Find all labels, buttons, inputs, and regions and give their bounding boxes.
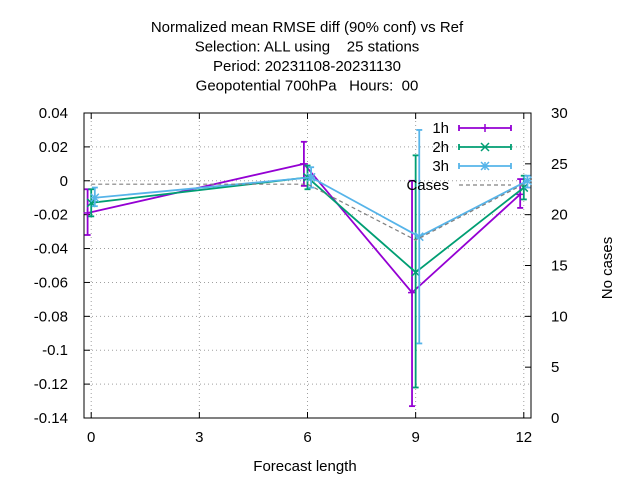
- chart-title-line: Selection: ALL using 25 stations: [195, 39, 420, 56]
- legend-label: Cases: [406, 177, 449, 194]
- y2-tick-label: 10: [551, 308, 568, 325]
- legend-entry-3h: 3h: [432, 158, 512, 175]
- series-line: [94, 176, 528, 238]
- data-point: [90, 193, 100, 203]
- legend-entry-cases: Cases: [406, 177, 511, 194]
- y2-axis-label: No cases: [599, 237, 616, 300]
- chart-title-line: Period: 20231108-20231130: [213, 58, 401, 75]
- y-tick-label: -0.08: [34, 308, 68, 325]
- y2-tick-label: 25: [551, 156, 568, 173]
- legend: 1h 2h 3h Cases: [406, 120, 512, 194]
- y2-tick-label: 5: [551, 359, 559, 376]
- legend-label: 2h: [432, 139, 449, 156]
- y2-axis: 30 25 20 15 10 5 0: [525, 105, 568, 427]
- x-tick-label: 0: [87, 429, 95, 446]
- legend-label: 1h: [432, 120, 449, 137]
- y-tick-label: -0.06: [34, 274, 68, 291]
- x-tick-label: 3: [195, 429, 203, 446]
- x-axis-label: Forecast length: [253, 458, 356, 475]
- y-tick-label: -0.02: [34, 207, 68, 224]
- y2-tick-label: 15: [551, 258, 568, 275]
- series-cases: [91, 183, 525, 241]
- series-2h: [86, 154, 529, 389]
- series: [83, 129, 532, 408]
- x-axis: 0 3 6 9 12: [87, 113, 532, 446]
- series-1h: [83, 140, 525, 408]
- series-3h: [90, 129, 532, 345]
- y-tick-label: -0.14: [34, 410, 68, 427]
- chart-title-line: Normalized mean RMSE diff (90% conf) vs …: [151, 19, 464, 36]
- data-point: [306, 172, 316, 182]
- x-tick-label: 9: [411, 429, 419, 446]
- y2-tick-label: 20: [551, 207, 568, 224]
- legend-entry-2h: 2h: [432, 139, 512, 156]
- data-point: [299, 159, 308, 168]
- x-tick-label: 12: [515, 429, 532, 446]
- y2-tick-label: 30: [551, 105, 568, 122]
- y-tick-label: 0: [60, 173, 68, 190]
- legend-entry-1h: 1h: [432, 120, 512, 137]
- legend-label: 3h: [432, 158, 449, 175]
- data-point: [411, 267, 421, 277]
- chart-title-line: Geopotential 700hPa Hours: 00: [196, 78, 419, 95]
- data-point: [83, 208, 92, 217]
- y-tick-label: 0.02: [39, 139, 68, 156]
- grid: [84, 112, 531, 419]
- y-axis: 0.04 0.02 0 -0.02 -0.04 -0.06 -0.08 -0.1 -0.12 -0…: [34, 105, 90, 427]
- y-tick-label: -0.04: [34, 241, 68, 258]
- series-line: [91, 183, 525, 241]
- y-tick-label: -0.1: [42, 342, 68, 359]
- y2-tick-label: 0: [551, 410, 559, 427]
- chart-title: Normalized mean RMSE diff (90% conf) vs …: [151, 19, 464, 95]
- x-tick-label: 6: [303, 429, 311, 446]
- y-tick-label: 0.04: [39, 105, 68, 122]
- y-tick-label: -0.12: [34, 376, 68, 393]
- data-point: [408, 288, 417, 297]
- data-point: [522, 176, 532, 186]
- series-line: [91, 176, 525, 274]
